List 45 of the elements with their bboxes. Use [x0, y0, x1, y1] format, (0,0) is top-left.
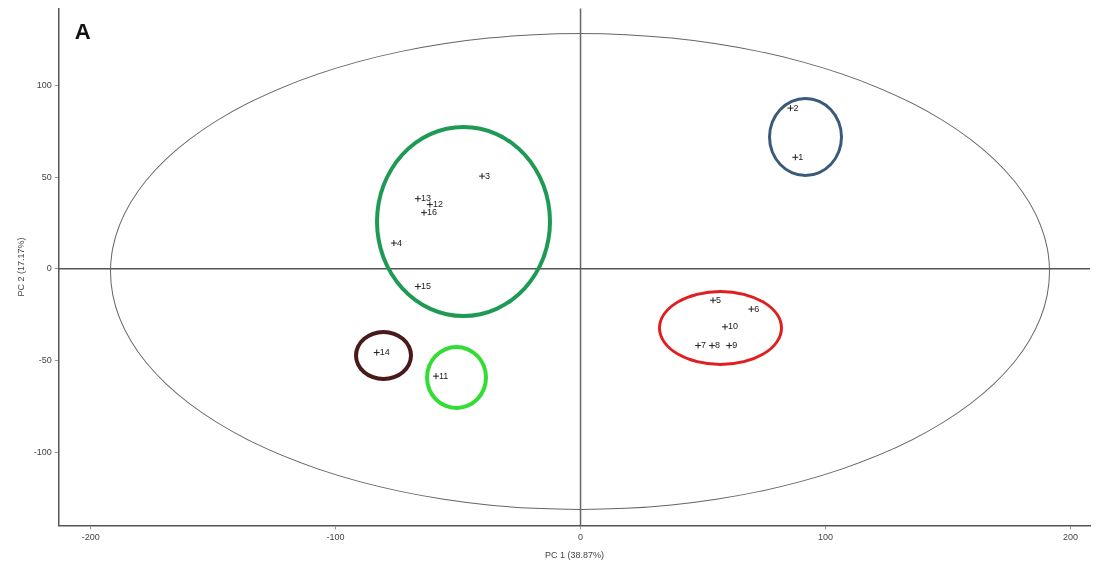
y-tick-label: 0	[46, 263, 52, 274]
y-tick-label: -50	[38, 354, 52, 365]
point	[414, 195, 422, 203]
point	[721, 323, 729, 331]
x-axis-title: PC 1 (38.87%)	[544, 550, 604, 561]
point	[426, 201, 434, 209]
x-tick-label: 200	[1062, 532, 1078, 543]
point	[725, 342, 733, 350]
annotation: 10	[728, 321, 739, 332]
annotation: 1	[798, 151, 804, 162]
point	[373, 349, 381, 357]
x-tick-label: 100	[817, 532, 833, 543]
x-tick-label: -200	[81, 532, 100, 543]
annotation: 6	[754, 303, 760, 314]
point	[478, 172, 486, 180]
y-tick-label: 100	[36, 79, 52, 90]
x-tick-label: -100	[326, 532, 345, 543]
text: A	[74, 19, 91, 45]
y-tick-label: 50	[41, 171, 52, 182]
annotation: 4	[396, 237, 402, 248]
point	[694, 342, 702, 350]
point	[708, 342, 716, 350]
point	[709, 296, 717, 304]
point	[747, 305, 755, 313]
point	[420, 209, 428, 217]
annotation: 5	[716, 294, 722, 305]
annotation: 11	[439, 370, 449, 381]
annotation: 16	[427, 207, 438, 218]
point	[390, 239, 398, 247]
annotation: 9	[732, 340, 738, 351]
y-axis-title: PC 2 (17.17%)	[15, 237, 26, 297]
point	[414, 283, 422, 291]
annotation: 7	[701, 340, 707, 351]
annotation: 13	[420, 193, 431, 204]
annotation: 12	[432, 199, 443, 210]
y-tick-label: -100	[33, 446, 52, 457]
annotation: 14	[379, 347, 390, 357]
annotation: 15	[420, 281, 431, 291]
annotation: 2	[793, 102, 799, 113]
annotation: 3	[485, 170, 491, 181]
x-tick-label: 0	[578, 532, 584, 543]
point	[432, 372, 440, 380]
annotation: 8	[715, 340, 721, 351]
point	[791, 153, 799, 161]
point	[786, 104, 794, 112]
